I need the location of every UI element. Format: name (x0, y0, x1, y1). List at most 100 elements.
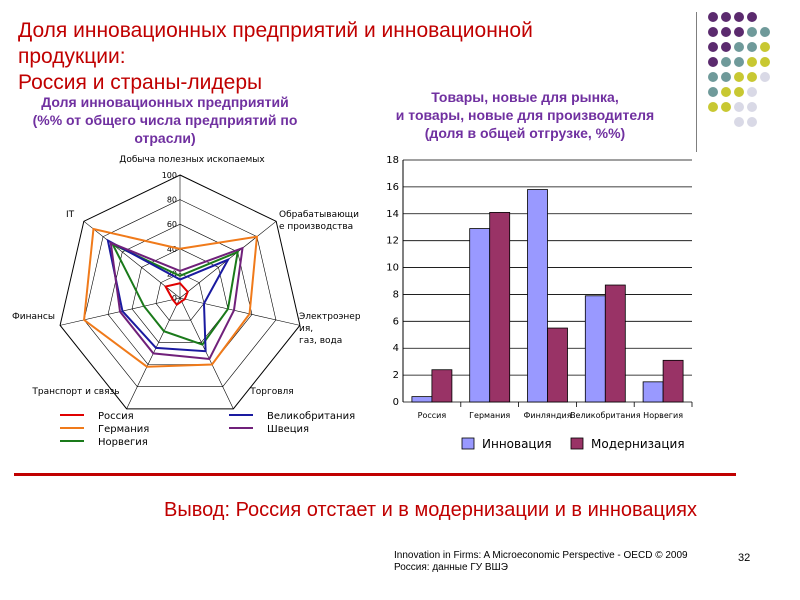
decor-dot (747, 42, 757, 52)
legend-swatch (461, 437, 475, 450)
decor-dot (734, 72, 744, 82)
decor-dot (734, 117, 744, 127)
decor-dot (708, 57, 718, 67)
source-line: Россия: данные ГУ ВШЭ (394, 562, 508, 573)
source-line: Innovation in Firms: A Microeconomic Per… (394, 550, 688, 561)
bar-y-tick-label: 4 (393, 343, 399, 354)
decor-dot (747, 87, 757, 97)
decor-dot (708, 87, 718, 97)
conclusion-text: Вывод: Россия отстает и в модернизации и… (164, 499, 697, 521)
radar-grid-ring (83, 199, 277, 387)
decor-dot (760, 27, 770, 37)
page-number: 32 (738, 552, 751, 564)
decor-dot (721, 87, 731, 97)
bar-category-label: Норвегия (643, 411, 683, 420)
decor-dot (760, 72, 770, 82)
legend-swatch (570, 437, 584, 450)
decor-dot (708, 42, 718, 52)
radar-tick-label: 40 (167, 245, 177, 254)
bar-title-line: Товары, новые для рынка, (431, 89, 619, 105)
decor-dot (721, 102, 731, 112)
decor-dot (708, 27, 718, 37)
radar-tick-label: 20 (167, 269, 177, 278)
bar (411, 396, 433, 403)
radar-tick-label: 60 (167, 220, 177, 229)
radar-spoke (179, 297, 300, 326)
radar-axis-label: Торговля (249, 387, 293, 397)
bar (642, 381, 664, 403)
radar-axis-label: Добыча полезных ископаемых (119, 155, 265, 165)
bar-chart: 0 2 4 6 8 10 12 14 16 18 Россия Германия ФинляндияВе… (386, 155, 693, 451)
decor-dot (721, 12, 731, 22)
decor-dot (747, 117, 757, 127)
slide-title: Доля инновационных предприятий и инновац… (18, 18, 698, 96)
decor-dot (721, 57, 731, 67)
decor-dot (747, 12, 757, 22)
bar-category-label: Россия (418, 411, 447, 420)
decor-dot (760, 42, 770, 52)
decor-dot (734, 102, 744, 112)
radar-spoke (83, 221, 181, 299)
source-note: Innovation in Firms: A Microeconomic Per… (394, 550, 714, 574)
bar-category-label: Великобритания (570, 411, 641, 420)
decor-dot (721, 72, 731, 82)
legend-label: Норвегия (98, 437, 148, 448)
bar-y-tick-label: 16 (386, 182, 399, 193)
radar-axis-label: Электроэнерг (299, 312, 360, 322)
radar-spoke (179, 297, 234, 409)
legend-label: Великобритания (267, 411, 355, 422)
bar (469, 228, 491, 403)
slide-title-line: Россия и страны-лидеры (18, 71, 263, 94)
bar-y-tick-label: 6 (393, 316, 399, 327)
radar-series-line (164, 282, 189, 307)
decor-dot (760, 57, 770, 67)
radar-series-line (83, 227, 259, 368)
radar-title-line: Доля инновационных предприятий (41, 94, 289, 110)
bar (527, 189, 548, 403)
radar-axis-label: е производства (279, 222, 353, 232)
legend-label: Россия (98, 411, 134, 422)
radar-title-line: отрасли) (134, 130, 196, 146)
decorative-vertical-line (696, 12, 697, 152)
decor-dot (747, 102, 757, 112)
bar (662, 359, 684, 403)
radar-series-line (106, 238, 231, 353)
bar-title-line: и товары, новые для производителя (395, 107, 655, 123)
radar-chart-title: Доля инновационных предприятий (%% от об… (20, 93, 310, 147)
decor-dot (734, 87, 744, 97)
bar-y-tick-label: 10 (386, 263, 399, 274)
decor-dot (747, 72, 757, 82)
bar (489, 212, 511, 403)
radar-title-line: (%% от общего числа предприятий по (32, 112, 298, 128)
radar-axis-label: ия, (299, 324, 313, 334)
bar (604, 284, 626, 403)
bar-title-line: (доля в общей отгрузке, %%) (424, 125, 626, 141)
legend-label: Германия (98, 424, 149, 435)
radar-series-line (109, 241, 244, 361)
radar-axis-label: Транспорт и связь (31, 387, 119, 397)
radar-series-line (110, 242, 239, 346)
bar-category-label: Германия (469, 411, 510, 420)
radar-tick-label: 80 (167, 196, 177, 205)
bar (584, 295, 606, 403)
bar (431, 369, 453, 403)
bar-y-tick-label: 0 (393, 397, 399, 408)
bar-y-tick-label: 12 (386, 236, 399, 247)
legend-label: Швеция (267, 424, 309, 435)
radar-grid-ring (155, 273, 205, 321)
divider-line (14, 473, 736, 476)
radar-tick-label: 0 (172, 294, 177, 303)
decor-dot (734, 12, 744, 22)
bar-y-tick-label: 8 (393, 289, 399, 300)
legend-label: Инновация (482, 437, 552, 451)
bar-chart-title: Товары, новые для рынка, и товары, новые… (360, 88, 690, 142)
decor-dot (708, 12, 718, 22)
slide-title-line: Доля инновационных предприятий и инновац… (18, 19, 533, 42)
slide-title-line: продукции: (18, 45, 126, 68)
decor-dot (747, 27, 757, 37)
radar-chart: 0 20 40 60 80 100 Добыча полезных ископаемых Об… (12, 155, 360, 448)
decor-dot (734, 42, 744, 52)
decor-dot (721, 42, 731, 52)
decor-dot (708, 102, 718, 112)
decor-dot (708, 72, 718, 82)
